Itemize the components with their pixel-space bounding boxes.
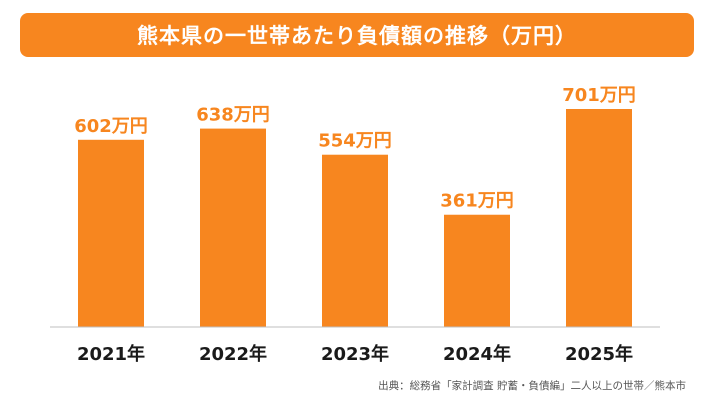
category-label-5: 2025年: [565, 343, 633, 365]
value-label-2: 638万円: [196, 105, 270, 126]
category-label-1: 2021年: [77, 343, 145, 365]
bar-1: [78, 139, 144, 327]
category-label-4: 2024年: [443, 343, 511, 365]
value-label-5: 701万円: [562, 85, 636, 106]
bar-4: [444, 214, 510, 327]
value-label-1: 602万円: [74, 116, 148, 137]
category-label-3: 2023年: [321, 343, 389, 365]
value-label-4: 361万円: [440, 191, 514, 212]
source-note: 出典：総務省「家計調査 貯蓄・負債編」二人以上の世帯／熊本市: [378, 380, 686, 392]
category-label-2: 2022年: [199, 343, 267, 365]
chart-title: 熊本県の一世帯あたり負債額の推移（万円）: [137, 24, 577, 48]
bar-3: [322, 154, 388, 327]
title-banner: 熊本県の一世帯あたり負債額の推移（万円）: [20, 13, 694, 57]
bar-5: [566, 109, 632, 327]
bar-2: [200, 128, 266, 327]
value-label-3: 554万円: [318, 131, 392, 152]
